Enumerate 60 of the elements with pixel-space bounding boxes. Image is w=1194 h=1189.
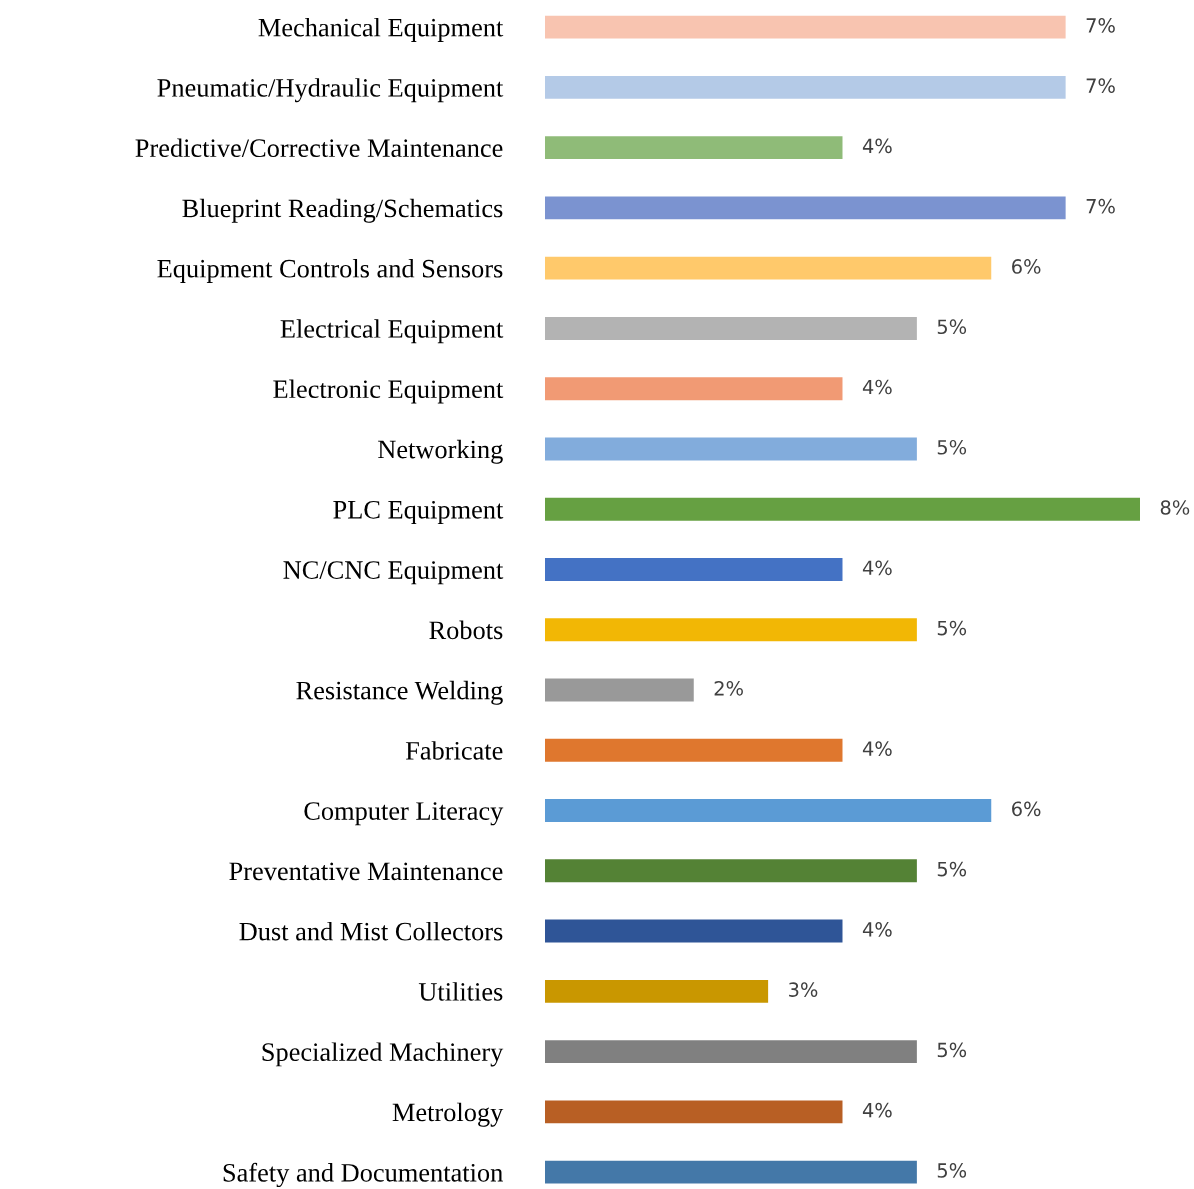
bar [545,859,917,883]
y-tick-label: Safety and Documentation [223,1162,503,1188]
data-label: 7% [1086,18,1115,33]
bar [545,256,992,280]
y-tick-label: Computer Literacy [304,802,504,826]
y-tick-label: Equipment Controls and Sensors [157,259,503,283]
data-label: 6% [1012,801,1041,817]
y-tick-label: PLC Equipment [333,500,504,524]
y-tick-label: Utilities [418,982,503,1001]
y-tick-label: Fabricate [405,741,503,760]
bar [545,558,843,581]
data-label: 6% [1012,259,1041,274]
bar [545,1100,843,1124]
data-label: 5% [937,1042,967,1058]
bar [545,979,769,1003]
bar [545,618,917,642]
bar [545,316,917,340]
data-label: 3% [789,982,818,997]
data-label: 8% [1160,500,1190,515]
bar [545,678,694,702]
y-tick-label: Specialized Machinery [262,1042,504,1067]
bar [545,75,1066,99]
data-label: 4% [862,560,892,576]
y-tick-label: Dust and Mist Collectors [239,921,503,941]
data-label: 4% [862,379,892,395]
y-tick-label: Electronic Equipment [273,379,504,404]
y-tick-label: Metrology [392,1102,504,1127]
bar [545,1160,917,1184]
bar [545,377,843,401]
data-label: 5% [937,861,967,877]
bar [545,497,1140,521]
data-label: 5% [937,1163,967,1178]
data-label: 4% [862,922,892,937]
data-label: 2% [714,680,743,696]
data-label: 5% [937,620,967,636]
bar [545,1040,917,1064]
y-tick-label: Blueprint Reading/Schematics [182,198,503,223]
bar [545,738,843,762]
data-label: 4% [862,138,892,154]
data-label: 7% [1086,78,1115,94]
bar [545,437,917,461]
y-tick-label: Pneumatic/Hydraulic Equipment [157,78,504,103]
data-label: 4% [862,1102,892,1118]
data-label: 4% [862,741,892,756]
y-tick-label: Predictive/Corrective Maintenance [135,138,503,158]
y-tick-label: Electrical Equipment [280,319,504,344]
bar [545,919,843,943]
y-tick-label: Preventative Maintenance [229,862,503,881]
bar [545,15,1066,39]
bar [545,799,992,822]
y-tick-label: NC/CNC Equipment [283,561,504,585]
data-label: 5% [937,319,967,335]
bar [545,136,843,160]
bar [545,196,1066,220]
y-tick-label: Robots [429,620,503,640]
y-tick-label: Mechanical Equipment [258,17,504,42]
data-label: 7% [1086,198,1115,214]
data-label: 5% [937,439,967,455]
y-tick-label: Networking [378,439,503,464]
y-tick-label: Resistance Welding [296,680,503,705]
